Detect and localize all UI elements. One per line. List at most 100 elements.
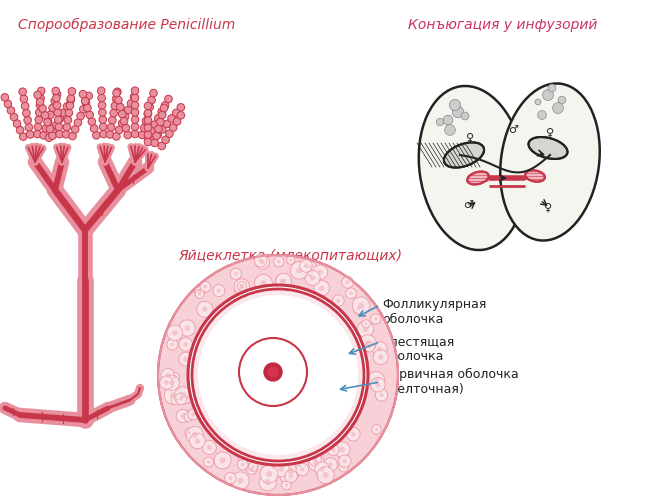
Circle shape (234, 272, 238, 276)
Circle shape (53, 90, 61, 98)
Circle shape (147, 127, 155, 134)
Circle shape (180, 410, 189, 418)
Circle shape (158, 142, 165, 150)
Circle shape (305, 270, 320, 285)
Circle shape (220, 457, 226, 463)
Ellipse shape (467, 171, 489, 184)
Circle shape (17, 126, 24, 134)
Circle shape (192, 432, 198, 438)
Circle shape (64, 116, 72, 124)
Circle shape (359, 335, 376, 352)
Circle shape (151, 139, 159, 147)
Circle shape (179, 338, 193, 351)
Circle shape (450, 100, 461, 111)
Circle shape (272, 465, 276, 469)
Circle shape (260, 280, 266, 286)
Circle shape (111, 102, 119, 110)
Circle shape (443, 115, 453, 125)
Circle shape (54, 109, 62, 117)
Circle shape (186, 396, 190, 400)
Circle shape (170, 392, 176, 398)
Circle shape (171, 343, 174, 347)
Circle shape (85, 92, 92, 100)
Text: ♀: ♀ (546, 128, 554, 138)
Circle shape (52, 87, 60, 95)
Circle shape (173, 109, 180, 117)
Circle shape (190, 433, 205, 449)
Circle shape (314, 460, 319, 466)
Circle shape (131, 123, 139, 130)
Circle shape (82, 97, 89, 105)
Circle shape (342, 465, 345, 469)
Circle shape (436, 119, 444, 125)
Circle shape (365, 340, 371, 346)
Circle shape (542, 90, 554, 101)
Circle shape (379, 393, 384, 397)
Circle shape (54, 116, 62, 124)
Circle shape (153, 132, 161, 140)
Circle shape (144, 124, 152, 131)
Circle shape (309, 455, 325, 471)
Circle shape (280, 279, 284, 283)
Circle shape (60, 109, 67, 117)
Circle shape (165, 95, 172, 103)
Circle shape (259, 474, 276, 491)
Circle shape (48, 132, 56, 139)
Circle shape (290, 258, 292, 261)
Circle shape (118, 110, 126, 118)
Circle shape (175, 387, 192, 404)
Circle shape (72, 125, 79, 133)
Circle shape (177, 112, 185, 119)
Circle shape (339, 455, 351, 467)
Circle shape (175, 393, 187, 405)
Circle shape (268, 367, 278, 377)
Circle shape (315, 462, 329, 477)
Circle shape (204, 285, 207, 288)
Circle shape (198, 295, 358, 455)
Circle shape (162, 136, 169, 143)
Circle shape (237, 478, 244, 484)
Circle shape (131, 101, 139, 109)
Ellipse shape (500, 84, 600, 241)
Circle shape (197, 301, 213, 317)
Circle shape (66, 102, 74, 110)
Circle shape (241, 463, 244, 467)
Circle shape (115, 96, 122, 104)
Circle shape (139, 131, 146, 139)
Circle shape (328, 462, 333, 467)
Circle shape (260, 465, 278, 483)
Circle shape (323, 472, 329, 478)
Circle shape (77, 112, 84, 120)
Circle shape (159, 125, 166, 133)
Circle shape (277, 260, 281, 263)
Circle shape (254, 274, 272, 292)
Circle shape (300, 467, 305, 472)
Circle shape (142, 117, 150, 125)
Circle shape (374, 428, 378, 431)
Circle shape (362, 320, 371, 328)
Circle shape (176, 409, 189, 423)
Circle shape (234, 285, 244, 295)
Circle shape (365, 322, 367, 325)
Circle shape (116, 103, 124, 111)
Circle shape (185, 428, 193, 437)
Circle shape (68, 132, 76, 140)
Circle shape (296, 463, 309, 476)
Circle shape (163, 120, 171, 128)
Text: Первичная оболочка
(желточная): Первичная оболочка (желточная) (382, 368, 519, 396)
Circle shape (377, 347, 382, 352)
Circle shape (232, 472, 249, 490)
Text: ♂: ♂ (463, 200, 473, 210)
Circle shape (339, 447, 345, 452)
Text: Спорообразование Penicillium: Спорообразование Penicillium (18, 18, 235, 32)
Circle shape (305, 261, 316, 272)
Circle shape (327, 444, 339, 456)
Circle shape (44, 118, 52, 125)
Circle shape (52, 122, 60, 129)
Circle shape (4, 100, 12, 108)
Circle shape (334, 442, 350, 458)
Circle shape (164, 387, 182, 404)
Circle shape (264, 363, 282, 381)
Circle shape (372, 425, 381, 434)
Circle shape (283, 475, 286, 479)
